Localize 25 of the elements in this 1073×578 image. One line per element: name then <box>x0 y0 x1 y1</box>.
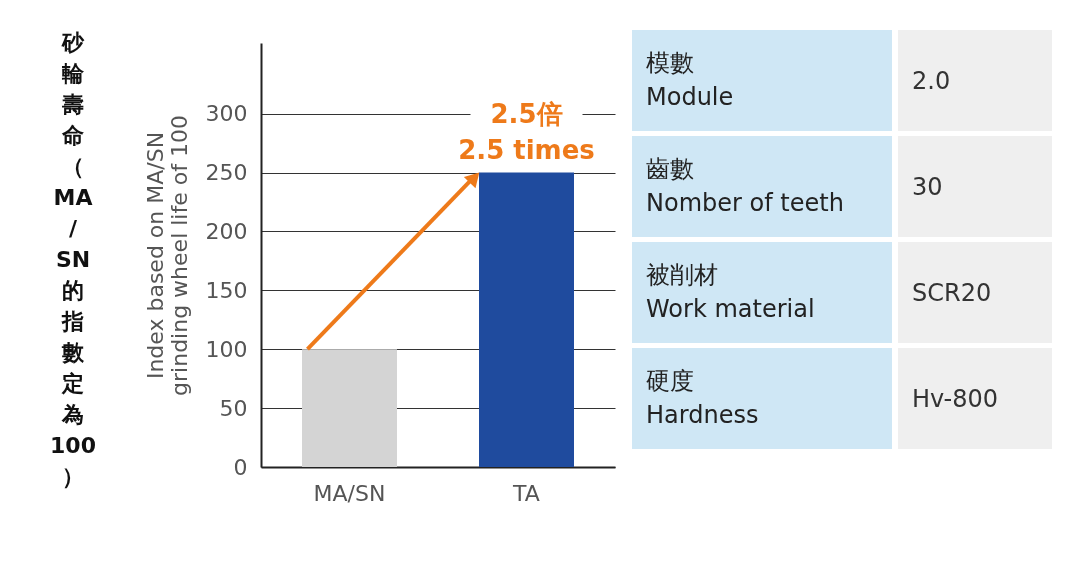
text: 齒數 <box>646 154 695 185</box>
y-axis-title: Index based on MA/SN grinding wheel life of 100 <box>142 115 192 396</box>
y-tick-label: 200 <box>205 218 248 244</box>
y-tick-label: 50 <box>219 395 248 421</box>
annotation: 2.5倍 <box>490 99 563 129</box>
text: Work material <box>646 294 816 325</box>
text: 30 <box>898 136 1052 237</box>
text: 砂輪壽命（MA/SN的指數定為100） <box>50 30 96 489</box>
text: SCR20 <box>898 242 1052 343</box>
y-tick-label: 300 <box>205 101 248 127</box>
text: 被削材 <box>646 260 719 291</box>
text: 2.0 <box>898 30 1052 131</box>
y-tick-label: 100 <box>205 336 248 362</box>
text: Nomber of teeth <box>646 188 845 219</box>
text: Hardness <box>646 400 760 431</box>
y-tick-label: 0 <box>233 454 248 480</box>
text: Hv-800 <box>898 348 1052 449</box>
x-tick-label: TA <box>512 480 540 506</box>
text: Module <box>646 82 735 113</box>
annotation: 2.5 times <box>458 135 595 165</box>
y-tick-label: 150 <box>205 277 248 303</box>
text: 硬度 <box>646 366 695 397</box>
x-tick-label: MA/SN <box>313 480 386 506</box>
y-tick-label: 250 <box>205 160 248 186</box>
text: 模數 <box>646 48 695 79</box>
